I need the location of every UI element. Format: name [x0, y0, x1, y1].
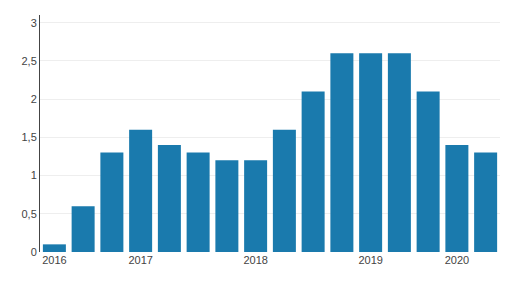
svg-text:2: 2 [31, 93, 37, 105]
svg-text:3: 3 [31, 17, 37, 29]
svg-text:2018: 2018 [243, 254, 267, 266]
svg-text:1: 1 [31, 169, 37, 181]
svg-text:2016: 2016 [42, 254, 66, 266]
svg-text:2017: 2017 [128, 254, 152, 266]
svg-text:2,5: 2,5 [22, 55, 37, 67]
svg-text:0,5: 0,5 [22, 208, 37, 220]
svg-text:2019: 2019 [358, 254, 382, 266]
svg-text:1,5: 1,5 [22, 131, 37, 143]
svg-text:0: 0 [31, 246, 37, 258]
svg-text:2020: 2020 [445, 254, 469, 266]
